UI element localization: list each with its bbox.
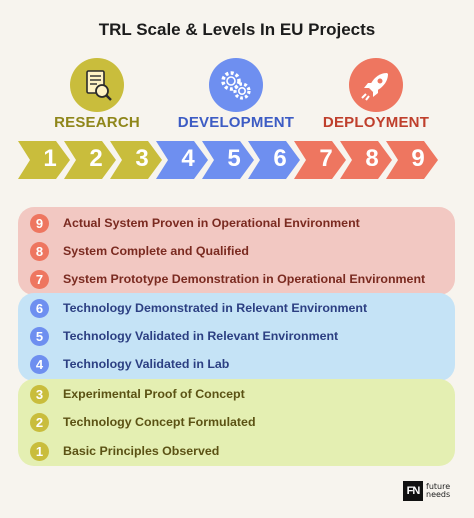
- level-text: Actual System Proven in Operational Envi…: [63, 216, 360, 230]
- logo-line-2: needs: [426, 490, 451, 499]
- deployment-levels-panel: [18, 207, 455, 295]
- level-row-5: 5 Technology Validated in Relevant Envir…: [30, 325, 338, 347]
- level-badge: 7: [30, 269, 49, 289]
- chevron-step-7: [294, 141, 346, 179]
- level-badge: 6: [30, 298, 49, 318]
- document-magnifier-icon: [86, 70, 112, 101]
- step-number-5: 5: [227, 145, 241, 172]
- logo-mark: FN: [403, 481, 423, 501]
- level-row-8: 8 System Complete and Qualified: [30, 240, 249, 262]
- development-levels-panel: [18, 293, 455, 381]
- gears-icon: [221, 71, 251, 100]
- step-number-7: 7: [319, 145, 333, 172]
- research-levels-panel: [18, 379, 455, 466]
- chevron-step-1: [18, 141, 70, 179]
- phase-label-research: RESEARCH: [54, 114, 140, 131]
- level-text: System Complete and Qualified: [63, 244, 249, 258]
- level-badge: 9: [30, 213, 49, 233]
- level-text: Basic Principles Observed: [63, 444, 220, 458]
- level-row-6: 6 Technology Demonstrated in Relevant En…: [30, 297, 367, 319]
- step-number-6: 6: [273, 145, 287, 172]
- development-circle: [209, 58, 263, 112]
- chevron-step-5: [202, 141, 254, 179]
- level-row-7: 7 System Prototype Demonstration in Oper…: [30, 268, 425, 290]
- level-badge: 1: [30, 441, 49, 461]
- level-badge: 5: [30, 326, 49, 346]
- level-badge: 3: [30, 384, 49, 404]
- chevron-step-2: [64, 141, 116, 179]
- chevron-step-8: [340, 141, 392, 179]
- chevron-step-4: [156, 141, 208, 179]
- step-number-9: 9: [411, 145, 425, 172]
- level-text: Technology Concept Formulated: [63, 415, 256, 429]
- level-badge: 2: [30, 412, 49, 432]
- step-number-4: 4: [181, 145, 195, 172]
- level-row-3: 3 Experimental Proof of Concept: [30, 383, 245, 405]
- level-row-9: 9 Actual System Proven in Operational En…: [30, 212, 360, 234]
- phase-label-deployment: DEPLOYMENT: [322, 114, 430, 131]
- level-text: Experimental Proof of Concept: [63, 387, 245, 401]
- rocket-icon: [361, 73, 388, 101]
- deployment-circle: [349, 58, 403, 112]
- level-badge: 4: [30, 354, 49, 374]
- level-text: Technology Demonstrated in Relevant Envi…: [63, 301, 368, 315]
- step-number-3: 3: [135, 145, 149, 172]
- phase-label-development: DEVELOPMENT: [177, 114, 295, 131]
- page-title: TRL Scale & Levels In EU Projects: [98, 20, 376, 39]
- future-needs-logo: FN future needs: [403, 481, 450, 501]
- level-badge: 8: [30, 241, 49, 261]
- logo-wordmark: future needs: [426, 483, 450, 499]
- level-text: Technology Validated in Relevant Environ…: [63, 329, 339, 343]
- chevron-step-3: [110, 141, 162, 179]
- level-row-1: 1 Basic Principles Observed: [30, 440, 219, 462]
- logo-line-1: future: [426, 482, 451, 491]
- level-text: Technology Validated in Lab: [63, 357, 230, 371]
- step-number-2: 2: [89, 145, 103, 172]
- research-circle: [70, 58, 124, 112]
- level-text: System Prototype Demonstration in Operat…: [63, 272, 426, 286]
- chevron-step-6: [248, 141, 300, 179]
- level-row-2: 2 Technology Concept Formulated: [30, 411, 256, 433]
- level-row-4: 4 Technology Validated in Lab: [30, 353, 229, 375]
- chevron-steps: [18, 141, 438, 179]
- chevron-step-9: [386, 141, 438, 179]
- step-number-8: 8: [365, 145, 379, 172]
- step-number-1: 1: [43, 145, 57, 172]
